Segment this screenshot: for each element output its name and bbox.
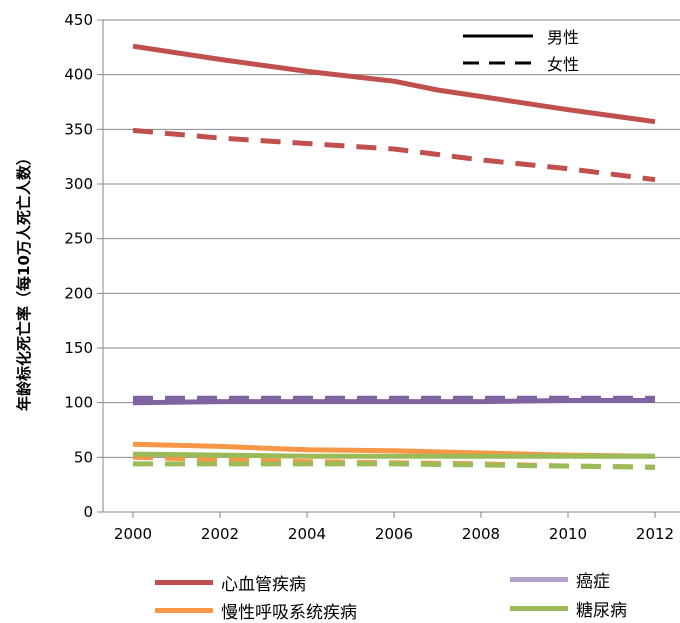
y-tick-label: 400 — [64, 66, 93, 84]
x-tick-label: 2008 — [462, 525, 500, 543]
legend-item-cancer: 癌症 — [510, 567, 610, 592]
series-line — [132, 451, 655, 459]
x-tick-label: 2002 — [201, 525, 239, 543]
x-tick-label: 2004 — [288, 525, 326, 543]
y-axis-label: 年龄标化死亡率（每10万人死亡人数） — [8, 120, 38, 440]
x-tick-label: 2010 — [549, 525, 587, 543]
legend-label-female: 女性 — [547, 55, 580, 74]
legend-swatch-diabetes — [510, 606, 568, 611]
legend-item-respiratory: 慢性呼吸系统疾病 — [155, 598, 357, 623]
legend-item-male: 男性 — [463, 24, 579, 48]
y-tick-label: 150 — [64, 339, 93, 357]
y-tick-label: 450 — [64, 11, 93, 29]
legend-label-cancer: 癌症 — [576, 572, 610, 592]
legend-label-respiratory: 慢性呼吸系统疾病 — [221, 603, 357, 623]
y-tick-label: 250 — [64, 230, 93, 248]
series-line — [132, 43, 656, 125]
legend-solid-line — [463, 34, 533, 38]
legend-swatch-cancer — [510, 577, 568, 582]
y-tick-label: 350 — [64, 120, 93, 138]
y-tick-label: 50 — [74, 448, 93, 466]
legend-label-diabetes: 糖尿病 — [576, 601, 627, 621]
legend-swatch-respiratory — [155, 608, 213, 613]
series-line — [133, 461, 656, 470]
legend-label-male: 男性 — [547, 28, 580, 47]
x-tick-label: 2006 — [375, 525, 413, 543]
y-tick-label: 200 — [64, 284, 93, 302]
x-tick-label: 2000 — [114, 525, 152, 543]
legend-label-cardiovascular: 心血管疾病 — [221, 575, 306, 595]
series-line — [132, 398, 655, 406]
y-axis-label-text: 年龄标化死亡率（每10万人死亡人数） — [14, 149, 33, 411]
y-tick-label: 100 — [64, 394, 93, 412]
y-tick-label: 300 — [64, 175, 93, 193]
legend-dashed-line — [463, 61, 533, 65]
y-tick-label: 0 — [83, 503, 93, 521]
legend-item-diabetes: 糖尿病 — [510, 596, 627, 621]
legend-item-cardiovascular: 心血管疾病 — [155, 570, 306, 595]
x-tick-label: 2012 — [636, 525, 674, 543]
series-line — [132, 127, 656, 183]
legend-item-female: 女性 — [463, 51, 579, 75]
legend-swatch-cardiovascular — [155, 580, 213, 585]
